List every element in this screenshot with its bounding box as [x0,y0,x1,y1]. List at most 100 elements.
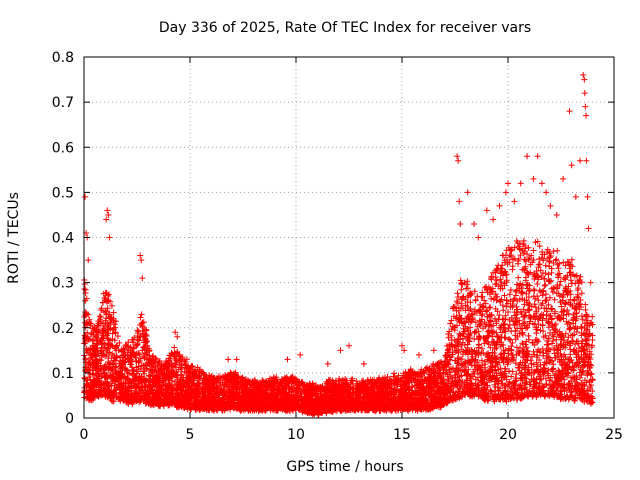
data-point [494,333,501,340]
data-point [524,281,531,288]
data-point [548,277,555,284]
data-point [542,281,549,288]
data-point [458,372,465,379]
data-point [584,370,591,377]
data-point [480,303,487,310]
data-point [449,349,456,356]
data-point [513,344,520,351]
data-point [566,326,573,333]
data-point [542,291,549,298]
data-point [133,342,140,349]
data-point [508,347,515,354]
data-point [442,358,449,365]
data-point [511,244,518,251]
data-point [551,296,558,303]
data-point [519,295,526,302]
data-point [563,370,570,377]
data-point [468,291,475,298]
data-point [103,289,110,296]
data-point [89,325,96,332]
data-point [185,365,192,372]
data-point [553,290,560,297]
data-point [546,320,553,327]
data-point [589,313,596,320]
data-point [493,345,500,352]
data-point [573,362,580,369]
data-point [564,339,571,346]
data-point [135,377,142,384]
data-point [142,338,149,345]
data-point [543,296,550,303]
data-point [136,337,143,344]
data-point [536,255,543,262]
data-point [550,365,557,372]
data-point [531,301,538,308]
data-point [484,382,491,389]
data-point [500,347,507,354]
data-point [353,378,360,385]
data-point [492,291,499,298]
data-point [517,325,524,332]
data-point [87,371,94,378]
data-point [103,315,110,322]
data-point [471,288,478,295]
data-point [489,285,496,292]
data-point [554,349,561,356]
data-point [550,248,557,255]
data-point [134,342,141,349]
data-point [582,301,589,308]
data-point [483,308,490,315]
data-point [522,265,529,272]
data-point [533,267,540,274]
data-point [522,325,529,332]
data-point [482,300,489,307]
data-point [569,263,576,270]
data-point [472,297,479,304]
data-point [143,365,150,372]
data-point [458,300,465,307]
data-point [532,379,539,386]
data-point [563,387,570,394]
data-point [119,367,126,374]
data-point [512,378,519,385]
data-point [549,366,556,373]
data-point [536,356,543,363]
data-point [506,291,513,298]
data-point [491,388,498,395]
data-point [567,346,574,353]
data-point [392,404,399,411]
data-point [582,306,589,313]
data-point [534,238,541,245]
data-point [144,342,151,349]
data-point [535,264,542,271]
data-point [578,323,585,330]
data-point [513,303,520,310]
data-point [549,337,556,344]
data-point [430,370,437,377]
data-point [561,360,568,367]
data-point [153,380,160,387]
data-point [542,297,549,304]
data-point [447,320,454,327]
data-point [485,341,492,348]
data-point [535,297,542,304]
data-point [472,376,479,383]
data-point [108,355,115,362]
data-point [443,367,450,374]
data-point [511,295,518,302]
data-point [149,353,156,360]
data-point [197,366,204,373]
data-point [390,370,397,377]
data-point [98,352,105,359]
data-point [508,352,515,359]
data-point [565,310,572,317]
data-point [523,391,530,398]
data-point [492,274,499,281]
data-point [164,387,171,394]
data-point [581,331,588,338]
data-point [530,375,537,382]
data-point [562,330,569,337]
data-point [462,349,469,356]
data-point [111,382,118,389]
data-point [508,373,515,380]
